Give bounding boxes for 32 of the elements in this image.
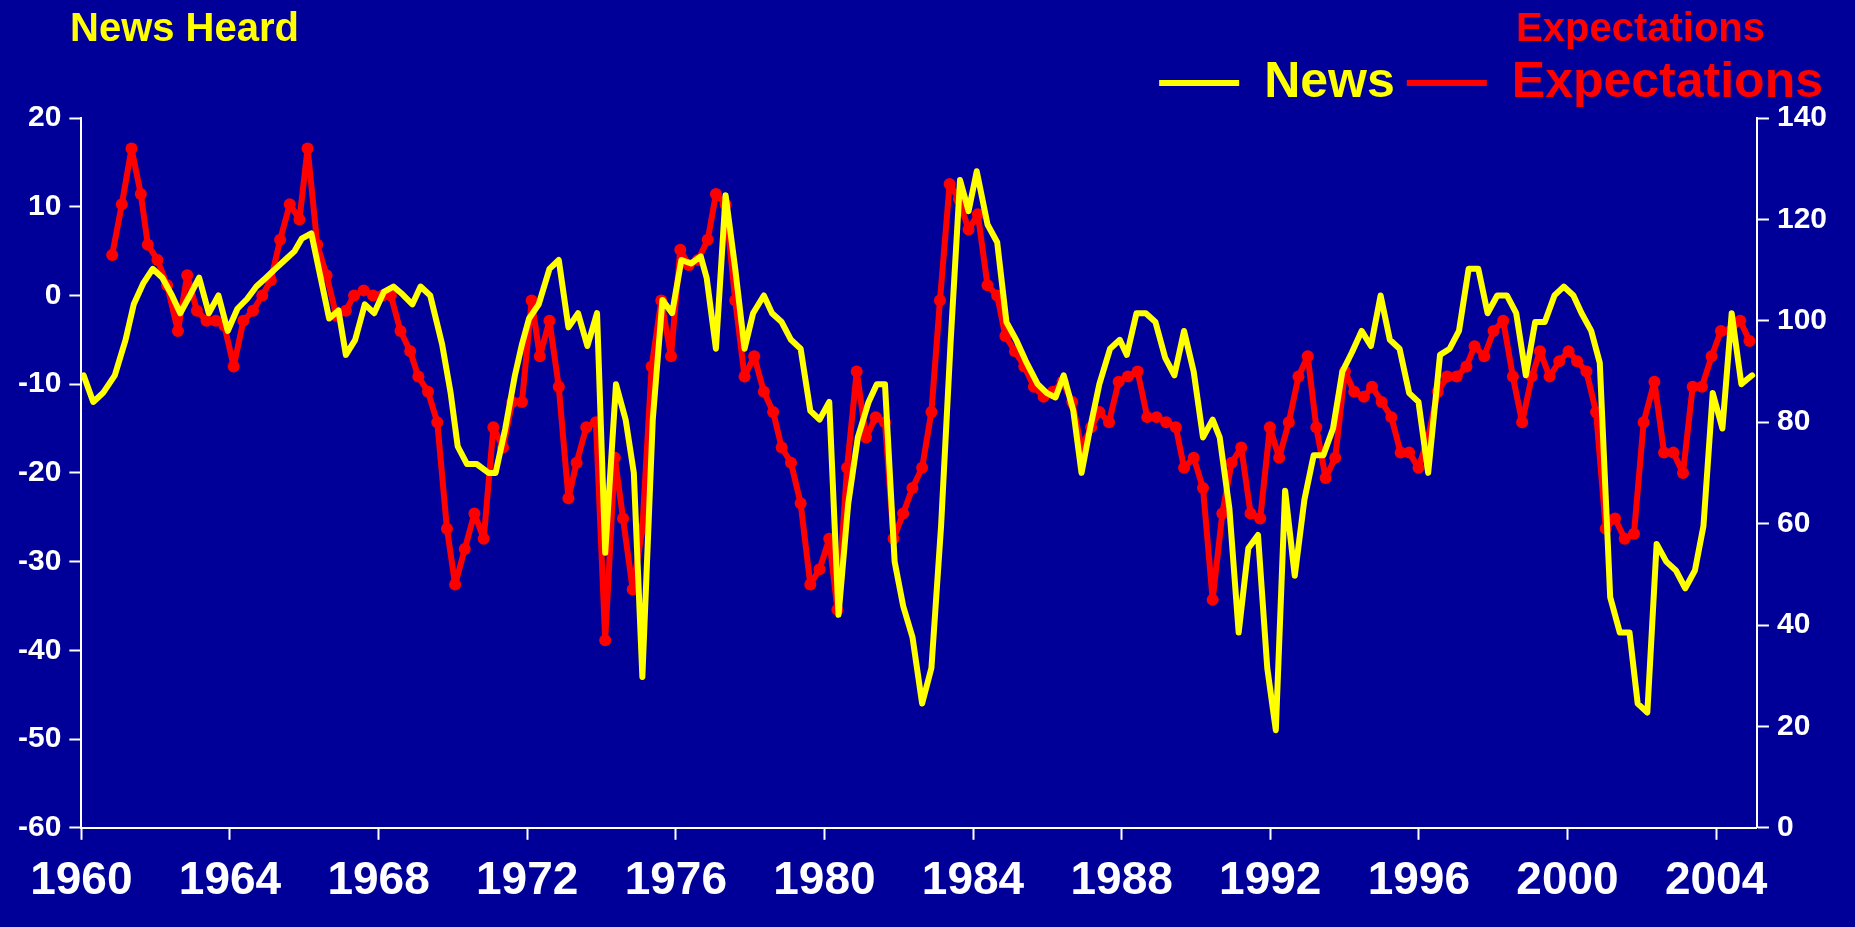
x-tick-label: 1984 xyxy=(921,852,1025,905)
y2-tick-label: 80 xyxy=(1776,403,1811,437)
y2-tick-label: 60 xyxy=(1776,504,1811,538)
y-tick-label: 20 xyxy=(27,99,62,133)
y2-tick-label: 140 xyxy=(1776,99,1828,133)
y-axis-title: News Heard xyxy=(70,4,299,50)
x-tick-label: 1980 xyxy=(773,852,876,905)
y-tick-label: 10 xyxy=(27,187,62,221)
x-tick-label: 1976 xyxy=(624,852,727,905)
x-tick-label: 1964 xyxy=(178,852,282,905)
y2-tick-label: 100 xyxy=(1776,302,1828,336)
y-tick-label: -50 xyxy=(18,720,62,754)
y-tick-label: -60 xyxy=(18,809,62,843)
x-tick-label: 1988 xyxy=(1070,852,1173,905)
y2-tick-label: 40 xyxy=(1776,606,1811,640)
y-tick-label: -10 xyxy=(18,365,62,399)
y-tick-label: 0 xyxy=(44,276,62,310)
y2-axis-title: Expectations xyxy=(1516,4,1765,50)
x-tick-label: 1960 xyxy=(30,852,133,905)
x-tick-label: 2000 xyxy=(1516,852,1619,905)
x-tick-label: 1996 xyxy=(1367,852,1471,905)
y2-tick-label: 0 xyxy=(1776,809,1794,843)
y-tick-label: -20 xyxy=(18,454,62,488)
x-tick-label: 2004 xyxy=(1664,852,1768,905)
y2-tick-label: 120 xyxy=(1776,200,1828,234)
legend-label: News xyxy=(1264,51,1395,108)
x-tick-label: 1968 xyxy=(327,852,430,905)
y2-tick-label: 20 xyxy=(1776,707,1811,741)
x-tick-label: 1972 xyxy=(476,852,579,905)
y-tick-label: -40 xyxy=(18,631,62,665)
y-tick-label: -30 xyxy=(18,542,62,576)
x-tick-label: 1992 xyxy=(1219,852,1322,905)
